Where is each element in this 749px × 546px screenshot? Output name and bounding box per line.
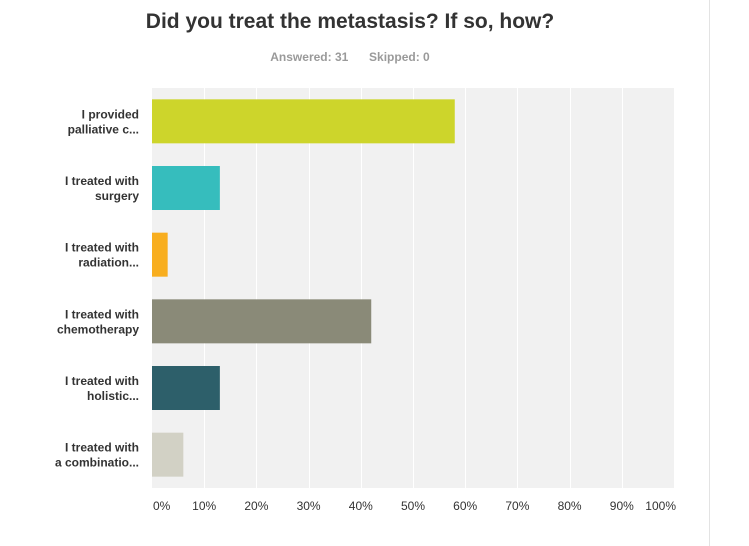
- category-label: I provided palliative c...: [68, 107, 139, 136]
- chart-title: Did you treat the metastasis? If so, how…: [145, 10, 555, 33]
- answered-value: 31: [334, 50, 349, 64]
- category-label: I treated with surgery: [65, 174, 139, 203]
- x-tick-label: 80%: [558, 499, 582, 513]
- category-label: I treated with chemotherapy: [57, 307, 139, 336]
- bar: [152, 166, 220, 210]
- response-stats: Answered: 31 Skipped: 0: [0, 50, 700, 64]
- x-tick-label: 100%: [645, 499, 676, 513]
- x-tick-label: 30%: [297, 499, 321, 513]
- x-tick-label: 90%: [610, 499, 634, 513]
- skipped-value: 0: [423, 50, 430, 64]
- bar: [152, 366, 220, 410]
- x-tick-label: 20%: [244, 499, 268, 513]
- x-tick-label: 10%: [192, 499, 216, 513]
- answered-label: Answered:: [270, 50, 332, 64]
- panel-divider: [709, 0, 710, 546]
- category-label: I treated with a combinatio...: [55, 441, 139, 470]
- category-label: I treated with radiation...: [65, 241, 139, 270]
- bar: [152, 299, 372, 344]
- x-tick-label: 70%: [505, 499, 529, 513]
- skipped-label: Skipped:: [369, 50, 420, 64]
- bar: [152, 232, 168, 277]
- x-tick-label: 60%: [453, 499, 477, 513]
- category-label: I treated with holistic...: [65, 374, 139, 403]
- x-tick-label: 40%: [349, 499, 373, 513]
- x-tick-label: 0%: [153, 499, 171, 513]
- bar: [152, 432, 184, 477]
- x-tick-label: 50%: [401, 499, 425, 513]
- bar: [152, 99, 455, 144]
